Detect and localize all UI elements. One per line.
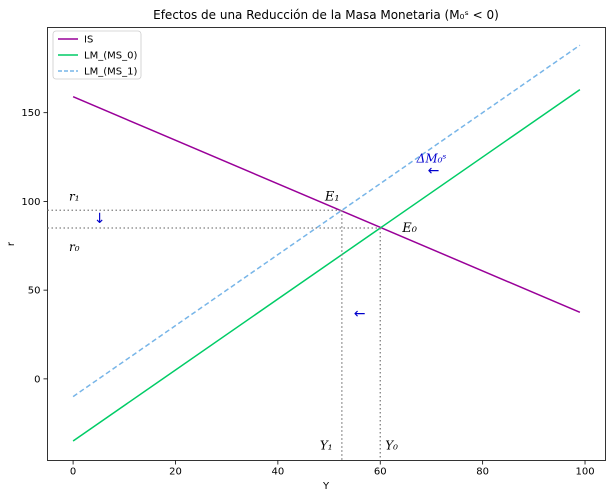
series-line-0 bbox=[72, 96, 581, 313]
output-label-y0: Y₀ bbox=[385, 439, 398, 453]
equilibrium-labels: E₀ E₁ Y₀ Y₁ r₁ r₀ bbox=[69, 189, 418, 452]
series-line-1 bbox=[72, 88, 581, 442]
chart-title: Efectos de una Reducción de la Masa Mone… bbox=[153, 8, 499, 22]
delta-money-supply-label: ΔM₀ˢ bbox=[416, 151, 447, 165]
annotations: ΔM₀ˢ←↓← bbox=[94, 151, 447, 322]
output-left-arrow: ← bbox=[354, 306, 366, 322]
x-tick-label: 0 bbox=[70, 467, 76, 478]
equilibrium-label-e1: E₁ bbox=[324, 189, 340, 204]
x-tick-label: 80 bbox=[476, 467, 489, 478]
y-axis-ticks: 0 50 100 150 bbox=[21, 108, 48, 385]
series-line-2 bbox=[72, 44, 581, 398]
series-lines bbox=[72, 44, 581, 442]
output-label-y1: Y₁ bbox=[320, 439, 333, 453]
legend-label-1: LM_(MS_0) bbox=[84, 51, 137, 62]
legend-label-2: LM_(MS_1) bbox=[84, 67, 137, 78]
y-tick-label: 0 bbox=[34, 374, 40, 385]
rate-label-r1: r₁ bbox=[69, 189, 80, 203]
x-tick-label: 40 bbox=[271, 467, 284, 478]
y-tick-label: 50 bbox=[28, 286, 41, 297]
x-tick-label: 60 bbox=[374, 467, 387, 478]
y-tick-label: 100 bbox=[21, 197, 40, 208]
shift-arrow-left-lm: ← bbox=[428, 163, 440, 179]
legend-label-0: IS bbox=[84, 35, 93, 46]
x-tick-label: 100 bbox=[575, 467, 594, 478]
rate-down-arrow: ↓ bbox=[94, 211, 106, 227]
equilibrium-guides bbox=[47, 209, 381, 461]
y-axis-label: r bbox=[6, 241, 17, 246]
legend-box bbox=[52, 30, 142, 80]
x-axis-label: Y bbox=[322, 481, 330, 492]
y-tick-label: 150 bbox=[21, 108, 40, 119]
x-tick-label: 20 bbox=[169, 467, 182, 478]
legend: IS LM_(MS_0) LM_(MS_1) bbox=[52, 30, 142, 80]
plot-area bbox=[47, 27, 606, 461]
equilibrium-label-e0: E₀ bbox=[401, 221, 417, 236]
rate-label-r0: r₀ bbox=[69, 240, 80, 254]
x-axis-ticks: 0 20 40 60 80 100 bbox=[70, 460, 595, 478]
